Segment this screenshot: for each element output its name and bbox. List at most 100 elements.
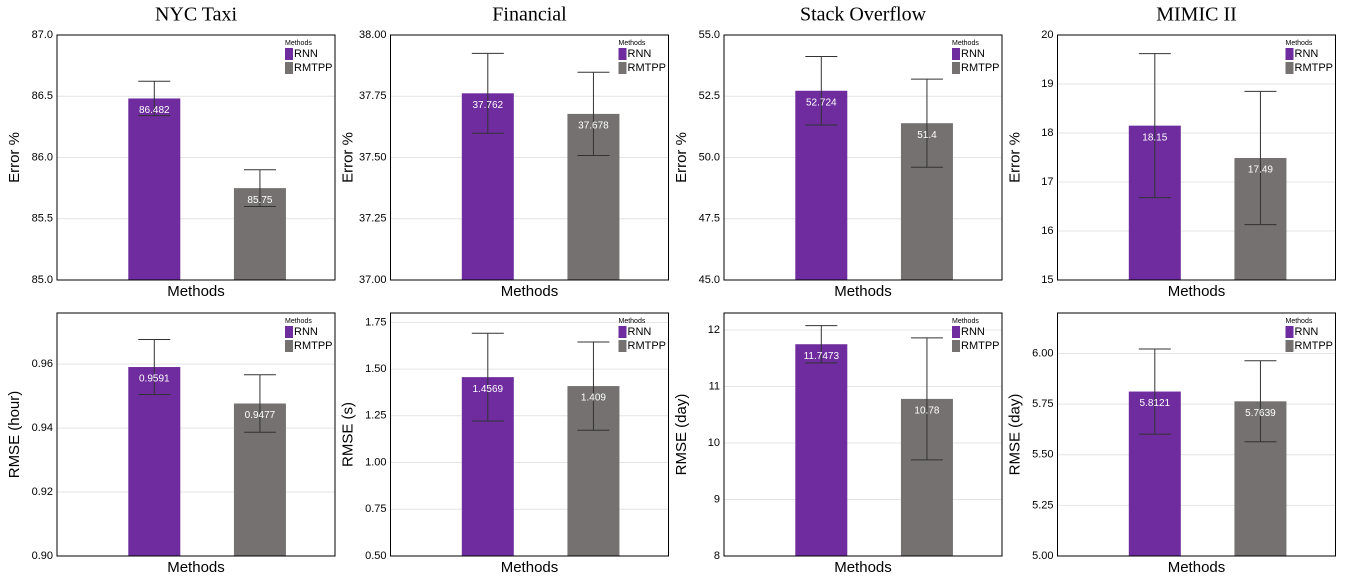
legend-swatch bbox=[1285, 48, 1294, 60]
legend-swatch bbox=[952, 340, 960, 352]
value-label: 37.678 bbox=[578, 121, 609, 132]
y-tick-label: 86.0 bbox=[32, 151, 53, 163]
value-label: 37.762 bbox=[473, 100, 504, 111]
legend-title: Methods bbox=[285, 318, 312, 325]
y-tick-label: 52.5 bbox=[699, 90, 720, 102]
plot-frame bbox=[723, 312, 1003, 557]
legend-swatch bbox=[618, 326, 627, 338]
legend-swatch bbox=[285, 48, 293, 60]
plot-frame bbox=[1057, 312, 1336, 557]
legend-swatch bbox=[285, 62, 293, 74]
plot-frame bbox=[723, 34, 1003, 281]
x-axis-label: Methods bbox=[167, 559, 225, 576]
y-tick-label: 55.0 bbox=[699, 29, 720, 41]
y-tick-label: 8 bbox=[714, 550, 720, 562]
legend-label: RMTPP bbox=[294, 62, 333, 74]
y-tick-label: 10 bbox=[708, 437, 720, 449]
legend-title: Methods bbox=[1286, 318, 1313, 325]
y-tick-label: 18 bbox=[1041, 127, 1053, 139]
y-tick-label: 1.00 bbox=[365, 456, 386, 468]
y-tick-label: 1.50 bbox=[365, 363, 386, 375]
y-tick-label: 37.75 bbox=[359, 90, 387, 102]
y-tick-label: 50.0 bbox=[699, 151, 720, 163]
y-axis-label: Error % bbox=[6, 132, 23, 183]
y-tick-label: 37.50 bbox=[359, 151, 387, 163]
y-axis-label: Error % bbox=[1006, 132, 1023, 183]
plot-frame bbox=[1057, 34, 1336, 281]
legend-label: RMTPP bbox=[628, 340, 667, 352]
bar bbox=[795, 344, 848, 556]
value-label: 18.15 bbox=[1142, 132, 1167, 143]
chart-title: MIMIC II bbox=[1156, 4, 1237, 26]
value-label: 0.9591 bbox=[139, 374, 170, 385]
y-tick-label: 0.92 bbox=[32, 486, 53, 498]
legend-label: RMTPP bbox=[961, 340, 1000, 352]
y-tick-label: 37.00 bbox=[359, 274, 387, 286]
y-tick-label: 11 bbox=[709, 380, 720, 392]
legend-swatch bbox=[952, 62, 960, 74]
y-axis-label: Error % bbox=[339, 132, 356, 183]
y-tick-label: 87.0 bbox=[32, 29, 53, 41]
y-tick-label: 6.00 bbox=[1032, 347, 1053, 359]
value-label: 5.7639 bbox=[1245, 408, 1276, 419]
value-label: 85.75 bbox=[247, 195, 272, 206]
y-axis-label: RMSE (hour) bbox=[6, 391, 23, 479]
x-axis-label: Methods bbox=[1168, 559, 1226, 576]
legend-swatch bbox=[285, 326, 293, 338]
legend-swatch bbox=[952, 48, 960, 60]
y-tick-label: 17 bbox=[1041, 176, 1053, 188]
y-tick-label: 0.94 bbox=[32, 422, 53, 434]
value-label: 86.482 bbox=[139, 105, 170, 116]
legend-label: RMTPP bbox=[1295, 62, 1334, 74]
legend-label: RNN bbox=[628, 48, 652, 60]
chart-title: Stack Overflow bbox=[800, 4, 927, 26]
y-tick-label: 1.75 bbox=[365, 316, 386, 328]
value-label: 1.409 bbox=[581, 393, 606, 404]
legend-label: RNN bbox=[628, 326, 652, 338]
y-tick-label: 5.00 bbox=[1032, 550, 1053, 562]
y-tick-label: 85.0 bbox=[32, 274, 53, 286]
y-tick-label: 19 bbox=[1041, 78, 1053, 90]
y-tick-label: 0.90 bbox=[32, 550, 53, 562]
legend-label: RNN bbox=[1295, 48, 1319, 60]
y-axis-label: RMSE (day) bbox=[1006, 394, 1023, 476]
value-label: 0.9477 bbox=[245, 410, 276, 421]
legend-label: RNN bbox=[1295, 326, 1319, 338]
legend-label: RNN bbox=[294, 48, 318, 60]
legend-swatch bbox=[1285, 326, 1294, 338]
legend-swatch bbox=[618, 340, 627, 352]
legend-title: Methods bbox=[1286, 40, 1313, 47]
y-tick-label: 12 bbox=[708, 324, 720, 336]
legend-swatch bbox=[285, 340, 293, 352]
y-tick-label: 20 bbox=[1041, 29, 1053, 41]
legend-title: Methods bbox=[619, 40, 646, 47]
legend-label: RMTPP bbox=[628, 62, 667, 74]
bar bbox=[128, 367, 181, 556]
legend-swatch bbox=[952, 326, 960, 338]
x-axis-label: Methods bbox=[501, 283, 559, 300]
legend-title: Methods bbox=[952, 318, 979, 325]
legend-swatch bbox=[1285, 340, 1294, 352]
x-axis-label: Methods bbox=[167, 283, 225, 300]
chart-title: NYC Taxi bbox=[155, 4, 238, 26]
y-tick-label: 0.75 bbox=[365, 503, 386, 515]
plot-frame bbox=[390, 312, 669, 557]
legend-title: Methods bbox=[285, 40, 312, 47]
y-tick-label: 15 bbox=[1041, 274, 1053, 286]
legend-label: RMTPP bbox=[294, 340, 333, 352]
plot-frame bbox=[56, 312, 336, 557]
plot-frame bbox=[56, 34, 336, 281]
x-axis-label: Methods bbox=[501, 559, 559, 576]
y-tick-label: 45.0 bbox=[699, 274, 720, 286]
x-axis-label: Methods bbox=[1168, 283, 1226, 300]
y-tick-label: 5.75 bbox=[1032, 398, 1053, 410]
legend-label: RMTPP bbox=[961, 62, 1000, 74]
legend-label: RNN bbox=[961, 326, 985, 338]
y-tick-label: 37.25 bbox=[359, 213, 387, 225]
legend-title: Methods bbox=[952, 40, 979, 47]
legend-label: RMTPP bbox=[1295, 340, 1334, 352]
y-tick-label: 5.50 bbox=[1032, 449, 1053, 461]
y-axis-label: RMSE (day) bbox=[673, 394, 690, 476]
legend-label: RNN bbox=[961, 48, 985, 60]
